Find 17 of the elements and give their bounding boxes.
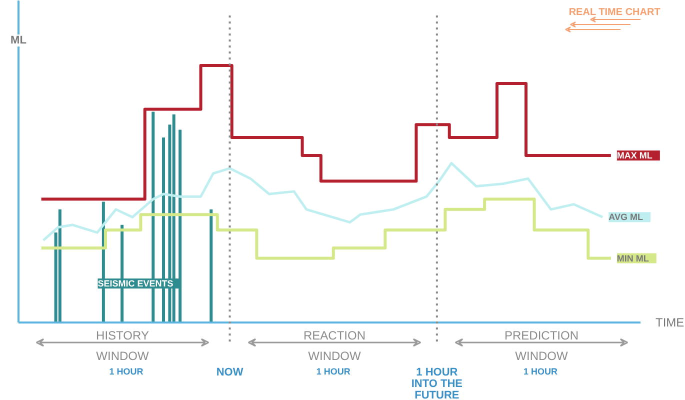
y-axis-title: ML: [10, 34, 27, 46]
series-label: SEISMIC EVENTS: [98, 278, 174, 288]
x-axis-title: TIME: [656, 316, 684, 330]
x-tick-label: NOW: [216, 366, 244, 378]
x-tick-label: 1 HOUR: [316, 366, 351, 376]
x-tick-label: 1 HOUR INTO THE FUTURE: [411, 366, 463, 400]
text: PREDICTION WINDOW: [504, 328, 579, 363]
bar: [58, 209, 62, 322]
text: REACTION WINDOW: [304, 328, 366, 363]
bar: [210, 209, 213, 322]
series-label: MIN ML: [616, 253, 650, 264]
x-tick-label: 1 HOUR: [524, 366, 558, 376]
text: REAL TIME CHART: [568, 7, 660, 18]
text: HISTORY WINDOW: [96, 328, 150, 363]
x-tick-label: 1 HOUR: [109, 366, 144, 376]
series-label: MAX ML: [616, 150, 653, 160]
series-label: AVG ML: [608, 212, 644, 222]
